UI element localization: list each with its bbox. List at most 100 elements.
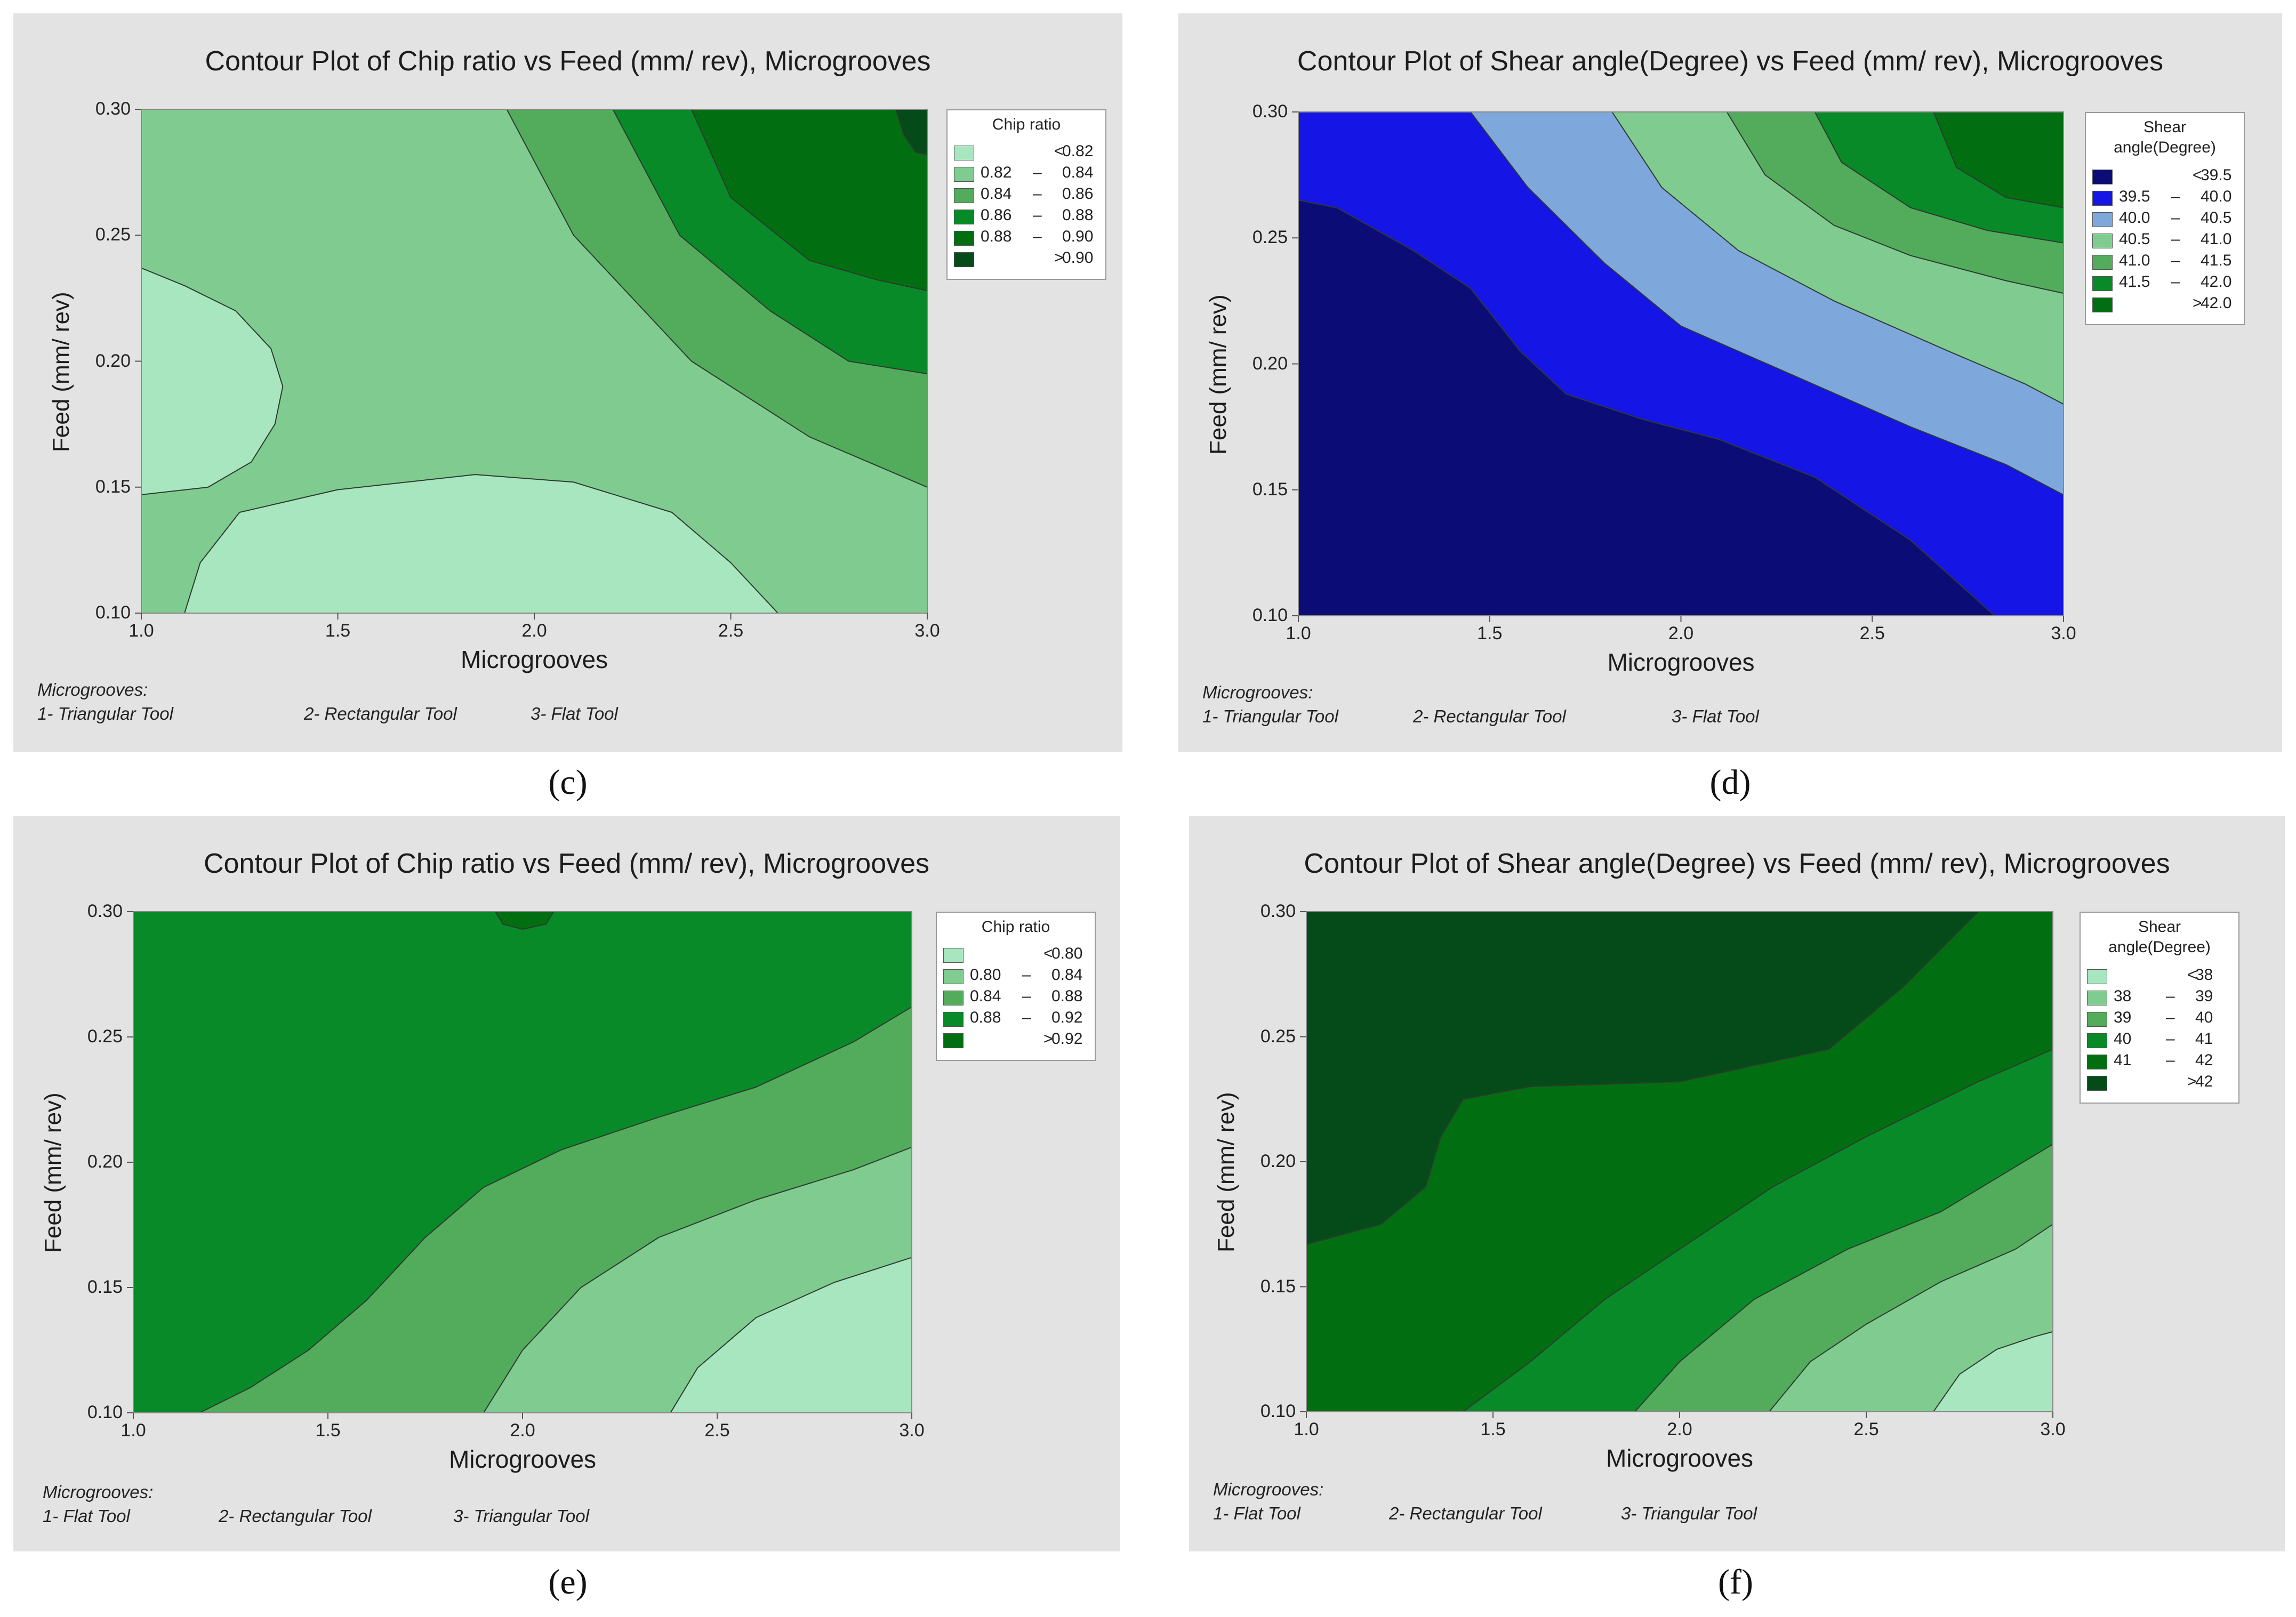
legend-range-low: 41.0 xyxy=(2119,252,2150,269)
legend-range-operator: – xyxy=(2171,273,2180,291)
x-tick-label: 2.0 xyxy=(521,621,547,641)
microgrooves-note-item: 1- Flat Tool xyxy=(43,1506,130,1526)
y-tick-label: 0.10 xyxy=(1252,605,1288,625)
microgrooves-note-heading: Microgrooves: xyxy=(1213,1479,1324,1499)
contour-region-2-level-0 xyxy=(184,474,778,613)
y-tick-label: 0.30 xyxy=(1260,901,1296,921)
y-tick-label: 0.25 xyxy=(95,224,131,245)
legend-range-operator: – xyxy=(1033,164,1042,181)
chart-title: Contour Plot of Chip ratio vs Feed (mm/ … xyxy=(203,848,930,879)
y-tick-label: 0.15 xyxy=(1252,479,1288,500)
x-tick-label: 2.5 xyxy=(1859,623,1885,643)
legend-row: 41 – 42 xyxy=(2081,1051,2238,1073)
legend-range-operator: > xyxy=(2187,1073,2197,1090)
legend-swatch xyxy=(2092,297,2113,312)
contour-region-1-level-5 xyxy=(1306,912,1979,1245)
x-tick-label: 1.5 xyxy=(325,621,351,641)
legend-swatch xyxy=(954,167,974,182)
legend-range-operator: > xyxy=(1043,1030,1053,1048)
legend-swatch xyxy=(2092,212,2113,227)
y-tick-label: 0.10 xyxy=(87,1402,123,1422)
legend-range-operator: < xyxy=(1043,945,1053,962)
legend-row: >42 xyxy=(2081,1073,2238,1094)
panel-caption: (f) xyxy=(1718,1563,1753,1602)
legend-row: 39 – 40 xyxy=(2081,1009,2238,1030)
x-axis-label: Microgrooves xyxy=(448,1445,597,1473)
legend-row: <0.82 xyxy=(948,142,1105,164)
microgrooves-note-heading: Microgrooves: xyxy=(43,1482,154,1502)
legend-range-operator: > xyxy=(2193,294,2202,312)
x-tick-label: 2.0 xyxy=(1668,623,1694,643)
x-tick-label: 1.0 xyxy=(129,621,154,641)
legend-title: angle(Degree) xyxy=(2108,938,2211,956)
legend-range-low: 41.5 xyxy=(2119,273,2150,291)
legend-range-operator: – xyxy=(1033,185,1042,203)
legend-range-high: 39.5 xyxy=(2201,166,2232,184)
legend-range-operator: < xyxy=(1054,142,1064,160)
x-tick-label: 2.5 xyxy=(704,1420,730,1441)
x-axis-label: Microgrooves xyxy=(460,646,608,673)
legend-box: Shear angle(Degree) <38 38–39 39–40 40–41 41–4… xyxy=(2080,912,2239,1104)
x-tick-label: 1.5 xyxy=(1477,623,1503,643)
legend-range-operator: – xyxy=(2166,987,2175,1005)
legend-swatch xyxy=(943,991,964,1005)
microgrooves-note-item: 1- Triangular Tool xyxy=(37,704,173,723)
legend-swatch xyxy=(2087,1033,2107,1048)
contour-region-5-level-4 xyxy=(691,109,927,292)
contour-region-4-level-4 xyxy=(494,912,555,930)
contour-plot-svg xyxy=(127,911,912,1419)
chart-title: Contour Plot of Shear angle(Degree) vs F… xyxy=(1304,848,2170,879)
x-tick-label: 3.0 xyxy=(914,621,940,641)
y-tick-label: 0.15 xyxy=(95,476,131,497)
y-tick-label: 0.15 xyxy=(1260,1276,1296,1297)
legend-range-operator: – xyxy=(2166,1030,2175,1048)
contour-region-6-level-6 xyxy=(1933,112,2064,208)
y-tick-label: 0.10 xyxy=(95,602,131,623)
legend-range-high: 40.0 xyxy=(2201,188,2232,205)
contour-plot-svg xyxy=(1300,911,2053,1418)
legend-range-operator: < xyxy=(2187,966,2197,984)
legend-range-high: 40.5 xyxy=(2201,209,2232,227)
legend-range-operator: – xyxy=(2171,230,2180,248)
x-tick-label: 1.0 xyxy=(1286,623,1311,643)
y-tick-label: 0.30 xyxy=(95,99,131,119)
legend-range-high: 42.0 xyxy=(2201,294,2232,312)
chart-panel-d: Contour Plot of Shear angle(Degree) vs F… xyxy=(1178,13,2282,752)
legend-range-low: 0.88 xyxy=(981,228,1012,245)
panel-caption: (d) xyxy=(1709,763,1751,802)
y-tick-label: 0.30 xyxy=(1252,101,1288,122)
x-tick-label: 1.0 xyxy=(1294,1419,1319,1439)
legend-range-high: 40 xyxy=(2195,1009,2213,1026)
legend-title: Chip ratio xyxy=(981,918,1050,936)
legend-row: 40.5 – 41.0 xyxy=(2086,230,2244,252)
legend-range-high: 0.84 xyxy=(1051,966,1083,984)
legend-title: Chip ratio xyxy=(992,116,1061,133)
legend-row: 40.0 – 40.5 xyxy=(2086,209,2244,230)
chart-title: Contour Plot of Shear angle(Degree) vs F… xyxy=(1297,46,2164,77)
legend-swatch xyxy=(943,1012,964,1027)
legend-row: 0.88 – 0.92 xyxy=(937,1009,1095,1030)
microgrooves-note-item: 2- Rectangular Tool xyxy=(304,704,457,723)
legend-range-operator: – xyxy=(2171,188,2180,205)
microgrooves-note-item: 3- Flat Tool xyxy=(531,704,618,723)
y-tick-label: 0.15 xyxy=(87,1277,123,1297)
contour-plot-svg xyxy=(135,109,928,620)
microgrooves-note-item: 2- Rectangular Tool xyxy=(219,1506,372,1526)
legend-range-high: 42 xyxy=(2195,1073,2213,1090)
legend-box: Chip ratio <0.80 0.80–0.84 0.84–0.88 0.88–0.… xyxy=(936,912,1096,1061)
legend-swatch xyxy=(2092,255,2113,270)
legend-range-high: 0.90 xyxy=(1062,228,1094,245)
legend-row: 0.88 – 0.90 xyxy=(948,228,1105,249)
chart-title: Contour Plot of Chip ratio vs Feed (mm/ … xyxy=(205,46,931,77)
y-tick-label: 0.20 xyxy=(1252,353,1288,374)
legend-swatch xyxy=(2087,1076,2107,1091)
contour-region-1-level-0 xyxy=(141,267,284,495)
x-tick-label: 1.5 xyxy=(315,1420,341,1441)
chart-panel-c: Contour Plot of Chip ratio vs Feed (mm/ … xyxy=(13,13,1122,752)
legend-range-high: 0.86 xyxy=(1062,185,1094,203)
legend-swatch xyxy=(954,252,974,267)
legend-swatch xyxy=(954,231,974,246)
legend-swatch xyxy=(954,146,974,160)
x-tick-label: 3.0 xyxy=(2051,623,2076,643)
y-tick-label: 0.25 xyxy=(1260,1026,1296,1047)
